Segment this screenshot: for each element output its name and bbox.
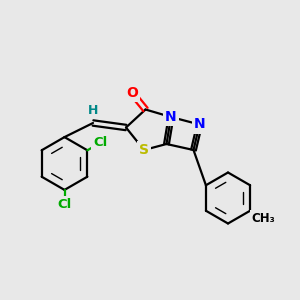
Text: S: S <box>139 143 149 157</box>
Text: O: O <box>126 86 138 100</box>
Text: H: H <box>88 104 98 117</box>
Text: Cl: Cl <box>57 198 72 212</box>
Text: N: N <box>165 110 177 124</box>
Text: N: N <box>194 118 205 131</box>
Text: CH₃: CH₃ <box>251 212 275 225</box>
Text: Cl: Cl <box>93 136 107 149</box>
